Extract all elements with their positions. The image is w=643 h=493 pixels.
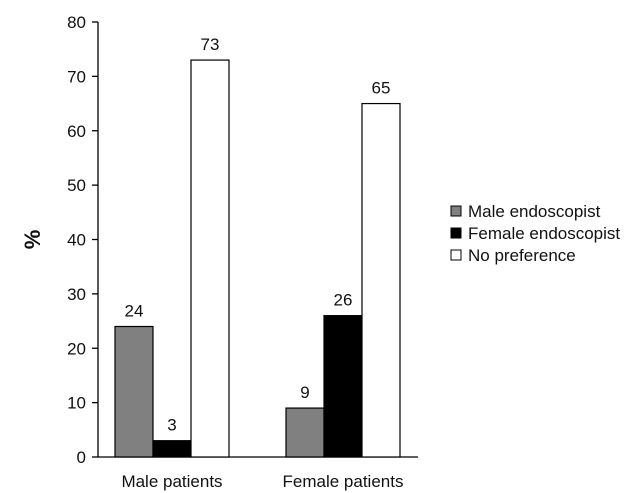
data-label: 26 (334, 291, 353, 310)
y-tick-label: 0 (77, 448, 86, 467)
y-tick-label: 40 (67, 231, 86, 250)
data-label: 73 (201, 35, 220, 54)
y-tick-label: 10 (67, 394, 86, 413)
y-tick-label: 60 (67, 122, 86, 141)
data-label: 65 (372, 79, 391, 98)
bars: 24 3 73 9 26 65 (114, 35, 401, 458)
legend-label: Male endoscopist (468, 202, 601, 221)
bar-no-preference (190, 59, 230, 458)
category-labels: Male patients Female patients (121, 472, 403, 491)
y-tick-label: 80 (67, 13, 86, 32)
x-category-label: Female patients (283, 472, 404, 491)
y-tick-label: 30 (67, 285, 86, 304)
data-label: 24 (125, 302, 144, 321)
y-axis-title: % (20, 230, 45, 250)
legend-swatch (450, 227, 462, 239)
data-label: 9 (300, 383, 309, 402)
legend-swatch (450, 205, 462, 217)
y-ticks: 0 10 20 30 40 50 60 70 80 (67, 13, 98, 467)
y-tick-label: 50 (67, 176, 86, 195)
bar-female-endoscopist (323, 315, 363, 458)
legend: Male endoscopist Female endoscopist No pre… (450, 202, 620, 265)
bar-female-endoscopist (152, 440, 192, 458)
legend-label: No preference (468, 246, 576, 265)
x-category-label: Male patients (121, 472, 222, 491)
bar-male-endoscopist (114, 325, 154, 458)
data-label: 3 (167, 416, 176, 435)
y-tick-label: 20 (67, 339, 86, 358)
bar-male-endoscopist (285, 407, 325, 458)
bar-no-preference (361, 102, 401, 458)
legend-label: Female endoscopist (468, 224, 620, 243)
legend-swatch (450, 249, 462, 261)
y-tick-label: 70 (67, 67, 86, 86)
